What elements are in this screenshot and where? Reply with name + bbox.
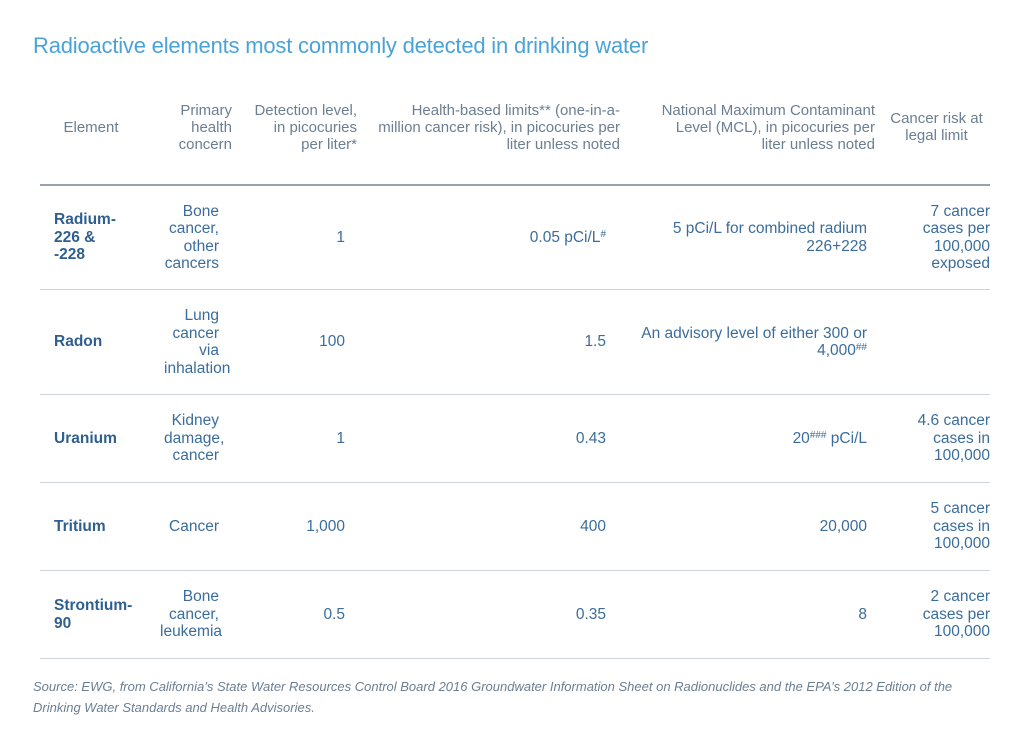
cell-detection: 1 [232, 394, 357, 483]
cell-element: Strontium-90 [40, 570, 142, 659]
mcl-unit: pCi/L [826, 429, 867, 447]
cell-cancer-risk: 4.6 cancer cases in 100,000 [875, 394, 990, 483]
health-limit-footnote: # [600, 228, 606, 240]
cell-concern: Bone cancer, leukemia [142, 570, 232, 659]
header-concern: Primary health concern [142, 92, 232, 186]
cell-detection: 100 [232, 289, 357, 395]
health-limit-value: 0.43 [575, 429, 606, 447]
table-row: Strontium-90 Bone cancer, leukemia 0.5 0… [40, 570, 990, 659]
header-detection-level: Detection level, in picocuries per liter… [232, 92, 357, 186]
header-cancer-risk: Cancer risk at legal limit [875, 92, 990, 186]
cell-detection: 1,000 [232, 482, 357, 571]
cell-concern: Kidney damage, cancer [142, 394, 232, 483]
mcl-footnote: ## [855, 342, 867, 353]
cell-health-limit: 0.35 [357, 570, 620, 659]
table-row: Uranium Kidney damage, cancer 1 0.43 20#… [40, 394, 990, 483]
table-row: Radium-226 & -228 Bone cancer, other can… [40, 185, 990, 290]
cell-detection: 1 [232, 185, 357, 290]
header-row: Element Primary health concern Detection… [40, 92, 990, 186]
cell-mcl: 8 [620, 570, 875, 659]
source-note: Source: EWG, from California’s State Wat… [33, 679, 953, 715]
health-limit-value: 0.35 [575, 605, 606, 623]
mcl-value: 8 [858, 605, 867, 623]
table-row: Radon Lung cancer via inhalation 100 1.5… [40, 289, 990, 395]
cell-detection: 0.5 [232, 570, 357, 659]
health-limit-value: 0.05 pCi/L [529, 228, 601, 246]
cell-mcl: 20### pCi/L [620, 394, 875, 483]
cell-mcl: 5 pCi/L for combined radium 226+228 [620, 185, 875, 290]
table-title: Radioactive elements most commonly detec… [33, 33, 649, 58]
mcl-value: 20 [792, 429, 810, 447]
mcl-value: An advisory level of either 300 or 4,000 [641, 324, 867, 360]
table-row: Tritium Cancer 1,000 400 20,000 5 cancer… [40, 482, 990, 571]
mcl-value: 20,000 [819, 517, 867, 535]
cell-cancer-risk [875, 289, 990, 395]
cell-element: Radon [40, 289, 142, 395]
cell-cancer-risk: 2 cancer cases per 100,000 [875, 570, 990, 659]
cell-health-limit: 1.5 [357, 289, 620, 395]
cell-mcl: An advisory level of either 300 or 4,000… [620, 289, 875, 395]
header-element: Element [40, 92, 142, 186]
header-mcl: National Maximum Contaminant Level (MCL)… [620, 92, 875, 186]
header-health-based-limits: Health-based limits** (one-in-a-million … [357, 92, 620, 186]
cell-concern: Cancer [142, 482, 232, 571]
health-limit-value: 400 [580, 517, 606, 535]
cell-element: Tritium [40, 482, 142, 571]
cell-cancer-risk: 5 cancer cases in 100,000 [875, 482, 990, 571]
mcl-value: 5 pCi/L for combined radium 226+228 [672, 220, 867, 255]
cell-health-limit: 0.05 pCi/L# [357, 185, 620, 290]
cell-concern: Bone cancer, other cancers [142, 185, 232, 290]
cell-health-limit: 0.43 [357, 394, 620, 483]
radioactive-elements-table: Element Primary health concern Detection… [40, 92, 990, 659]
mcl-footnote: ### [809, 429, 827, 441]
cell-health-limit: 400 [357, 482, 620, 571]
cell-element: Radium-226 & -228 [40, 185, 142, 290]
cell-mcl: 20,000 [620, 482, 875, 571]
cell-element: Uranium [40, 394, 142, 483]
cell-cancer-risk: 7 cancer cases per 100,000 exposed [875, 185, 990, 290]
cell-concern: Lung cancer via inhalation [142, 289, 232, 395]
health-limit-value: 1.5 [584, 333, 606, 351]
